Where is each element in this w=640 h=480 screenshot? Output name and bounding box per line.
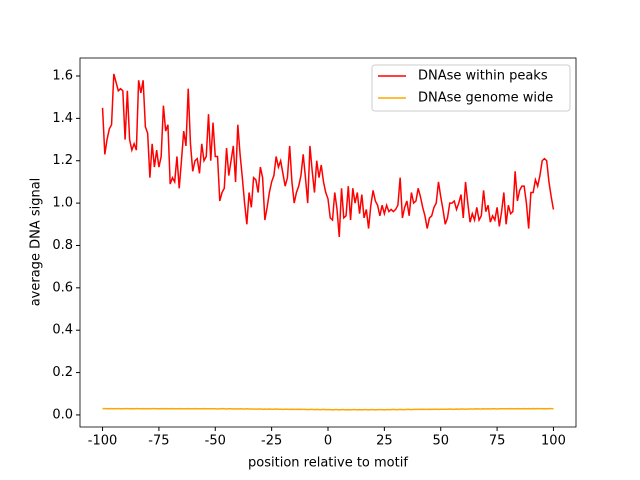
data-line: [102, 407, 554, 411]
y-tick-label: 1.6: [52, 69, 73, 84]
legend-box: [371, 64, 571, 112]
y-tick-label: 0.8: [52, 238, 73, 253]
x-tick-label: -75: [148, 434, 169, 449]
x-tick-label: 25: [376, 434, 393, 449]
x-tick-label: 75: [489, 434, 506, 449]
y-tick-label: 0.0: [52, 407, 73, 422]
y-tick-label: 1.2: [52, 153, 73, 168]
x-tick-label: -100: [88, 434, 118, 449]
y-tick-label: 1.0: [52, 196, 73, 211]
x-tick-label: -50: [205, 434, 226, 449]
x-tick-label: 0: [324, 434, 332, 449]
x-tick-label: 50: [432, 434, 449, 449]
x-axis-label: position relative to motif: [248, 456, 408, 471]
data-line: [101, 73, 555, 238]
y-tick-label: 0.4: [52, 323, 73, 338]
plot-frame: [79, 57, 577, 428]
x-tick-label: 100: [541, 434, 566, 449]
y-tick-label: 0.6: [52, 280, 73, 295]
legend-label: DNAse genome wide: [418, 91, 553, 106]
x-tick-label: -25: [261, 434, 282, 449]
y-tick-label: 0.2: [52, 365, 73, 380]
legend-label: DNAse within peaks: [418, 69, 548, 84]
y-tick-label: 1.4: [52, 111, 73, 126]
y-axis-label: average DNA signal: [29, 178, 44, 307]
